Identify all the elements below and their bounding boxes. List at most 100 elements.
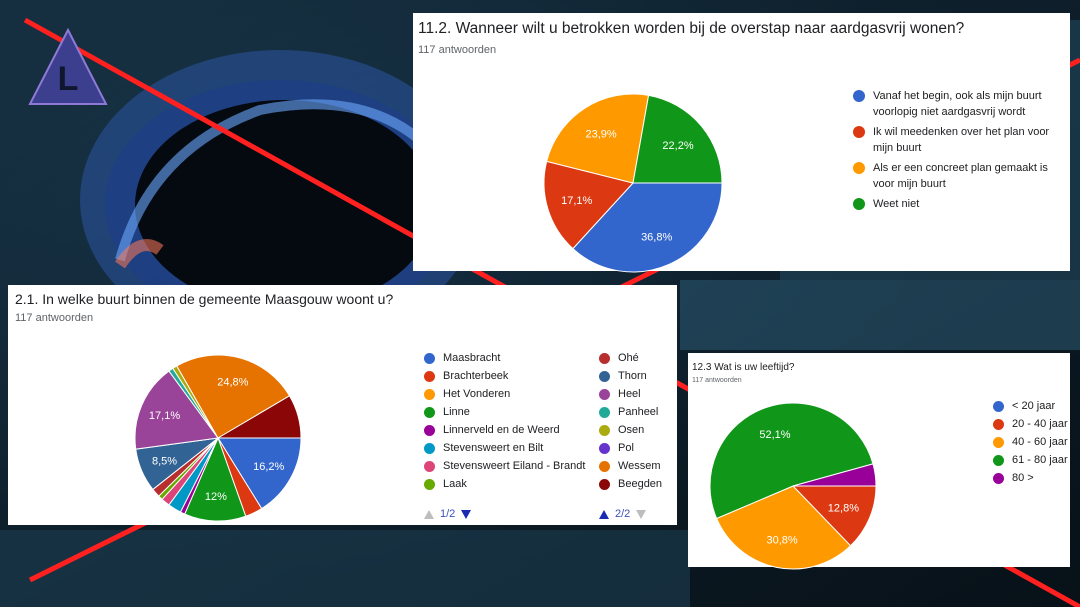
chart-subtitle: 117 antwoorden	[692, 377, 742, 384]
pie-value-label-61-80-jaar: 52,1%	[759, 429, 790, 441]
pie-chart: 36,8% 17,1% 23,9% 22,2%	[543, 93, 723, 273]
legend-swatch-icon	[853, 162, 865, 174]
legend-label-line: Als er een concreet plan gemaakt is	[873, 162, 1048, 174]
pie-chart: 16,2% 12% 8,5% 17,1% 24,8%	[134, 354, 302, 522]
chart-legend-page-1: Maasbracht Brachterbeek Het Vonderen Linne L…	[424, 350, 585, 494]
legend-label: 80 >	[1012, 472, 1034, 484]
page-up-icon[interactable]	[424, 509, 434, 519]
legend-swatch-icon	[424, 370, 435, 382]
legend-label: Linnerveld en de Weerd	[443, 424, 560, 436]
pie-value-label-linne: 12%	[205, 491, 227, 503]
legend-label: Laak	[443, 478, 467, 490]
legend-item-20-jaar: < 20 jaar	[993, 398, 1068, 414]
pie-slice-weet-niet	[632, 94, 723, 184]
page-down-icon[interactable]	[636, 509, 647, 519]
legend-label: 20 - 40 jaar	[1012, 418, 1068, 430]
pager-label: 2/2	[615, 508, 631, 520]
legend-label: < 20 jaar	[1012, 400, 1056, 412]
legend-swatch-icon	[599, 406, 610, 418]
legend-swatch-icon	[853, 90, 865, 102]
pie-value-label-weet-niet: 22,2%	[662, 140, 693, 152]
pie-slice-20-40-jaar	[791, 485, 877, 547]
legend-item-het-vonderen: Het Vonderen	[424, 386, 585, 402]
legend-swatch-icon	[599, 388, 610, 400]
chart-card-betrokkenheid: 11.2. Wanneer wilt u betrokken worden bi…	[413, 13, 1070, 273]
pager-label: 1/2	[440, 508, 456, 520]
legend-item-weet-niet: Weet niet	[853, 196, 1049, 212]
legend-swatch-icon	[993, 472, 1004, 484]
pie-value-label-ik-wil-meedenken-over-het-plan-voor-mijn-buurt: 17,1%	[561, 195, 592, 207]
pie-slice-heel	[134, 370, 219, 450]
legend-label: Maasbracht	[443, 352, 501, 364]
legend-swatch-icon	[599, 442, 610, 454]
legend-pager-right[interactable]: 2/2	[599, 508, 647, 520]
legend-swatch-icon	[424, 406, 435, 418]
page-up-icon[interactable]	[599, 509, 609, 519]
legend-item-linnerveld-en-de-weerd: Linnerveld en de Weerd	[424, 422, 585, 438]
legend-swatch-icon	[424, 478, 435, 490]
chart-card-leeftijd: 12.3 Wat is uw leeftijd? 117 antwoorden …	[688, 353, 1070, 570]
chart-title: 12.3 Wat is uw leeftijd?	[692, 362, 795, 373]
chart-subtitle: 117 antwoorden	[418, 44, 497, 56]
legend-pager-left[interactable]: 1/2	[424, 508, 472, 520]
legend-item-beegden: Beegden	[599, 476, 662, 492]
pie-slice-beegden	[216, 395, 302, 439]
legend-label: Heel	[618, 388, 641, 400]
legend-label-line: voor mijn buurt	[873, 178, 946, 190]
legend-label: Ohé	[618, 352, 639, 364]
legend-item-61-80-jaar: 61 - 80 jaar	[993, 452, 1068, 468]
pie-value-label-maasbracht: 16,2%	[253, 461, 284, 473]
legend-swatch-icon	[853, 126, 865, 138]
legend-label: Thorn	[618, 370, 647, 382]
pie-slice-wessem	[176, 354, 291, 439]
pie-slice-linne	[184, 436, 247, 522]
legend-swatch-icon	[853, 198, 865, 210]
legend-label: Brachterbeek	[443, 370, 509, 382]
pie-value-label-20-40-jaar: 12,8%	[828, 502, 859, 514]
legend-label: 61 - 80 jaar	[1012, 454, 1068, 466]
legend-label-line: Vanaf het begin, ook als mijn buurt	[873, 90, 1042, 102]
pie-chart: 12,8% 30,8% 52,1%	[709, 402, 877, 570]
legend-item-maasbracht: Maasbracht	[424, 350, 585, 366]
legend-item-oh: Ohé	[599, 350, 662, 366]
legend-item-brachterbeek: Brachterbeek	[424, 368, 585, 384]
legend-item-linne: Linne	[424, 404, 585, 420]
legend-label-line: voorlopig niet aardgasvrij wordt	[873, 106, 1026, 118]
legend-label: Het Vonderen	[443, 388, 511, 400]
chart-legend-page-2: Ohé Thorn Heel Panheel Osen Pol Wessem Beegden	[599, 350, 662, 494]
legend-label: Osen	[618, 424, 645, 436]
legend-label: Linne	[443, 406, 470, 418]
legend-swatch-icon	[599, 424, 610, 436]
legend-item-40-60-jaar: 40 - 60 jaar	[993, 434, 1068, 450]
legend-item-thorn: Thorn	[599, 368, 662, 384]
pie-value-label-als-er-een-concreet-plan-gemaakt-is-voor-mijn-buurt: 23,9%	[585, 129, 616, 141]
pie-value-label-40-60-jaar: 30,8%	[766, 535, 797, 547]
legend-swatch-icon	[993, 454, 1004, 466]
pie-slice-ik-wil-meedenken-over-het-plan-voor-mijn-buurt	[543, 160, 634, 250]
legend-swatch-icon	[599, 352, 610, 364]
chart-legend: < 20 jaar 20 - 40 jaar 40 - 60 jaar 61 - 80…	[993, 398, 1068, 488]
legend-item-wessem: Wessem	[599, 458, 662, 474]
pie-value-label-wessem: 24,8%	[217, 377, 248, 389]
legend-swatch-icon	[424, 388, 435, 400]
pie-value-label-thorn: 8,5%	[152, 456, 177, 468]
legend-item-20-40-jaar: 20 - 40 jaar	[993, 416, 1068, 432]
legend-swatch-icon	[424, 442, 435, 454]
legend-swatch-icon	[424, 460, 435, 472]
legend-swatch-icon	[599, 478, 610, 490]
legend-item-stevensweert-eiland-brandt: Stevensweert Eiland - Brandt	[424, 458, 585, 474]
legend-label: Panheel	[618, 406, 659, 418]
legend-swatch-icon	[424, 352, 435, 364]
chart-title: 2.1. In welke buurt binnen de gemeente M…	[15, 291, 394, 307]
legend-item-osen: Osen	[599, 422, 662, 438]
legend-item-panheel: Panheel	[599, 404, 662, 420]
page-down-icon[interactable]	[461, 509, 472, 519]
legend-label: Wessem	[618, 460, 661, 472]
pie-slice-40-60-jaar	[715, 485, 852, 570]
chart-card-buurt: 2.1. In welke buurt binnen de gemeente M…	[8, 285, 677, 525]
legend-swatch-icon	[993, 436, 1004, 448]
legend-label-line: Weet niet	[873, 198, 920, 210]
legend-label: Stevensweert Eiland - Brandt	[443, 460, 586, 472]
chart-legend: Vanaf het begin, ook als mijn buurt voorl…	[853, 88, 1049, 216]
legend-item-heel: Heel	[599, 386, 662, 402]
